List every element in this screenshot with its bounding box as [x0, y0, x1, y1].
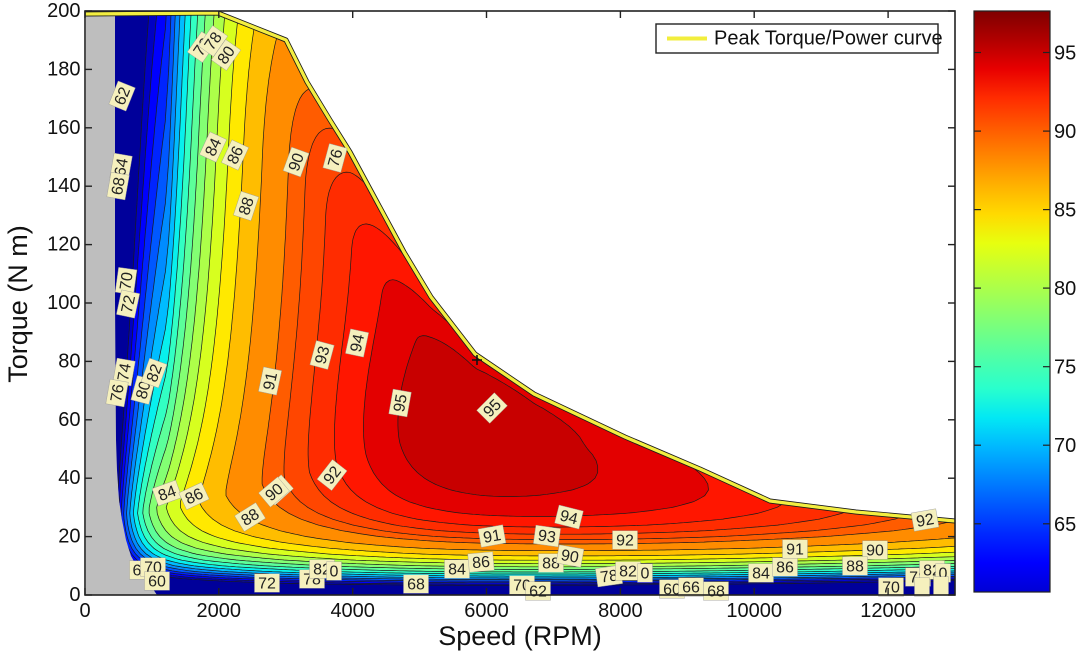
svg-text:100: 100: [47, 292, 80, 314]
svg-text:140: 140: [47, 175, 80, 197]
svg-text:91: 91: [261, 371, 281, 392]
svg-text:91: 91: [786, 542, 804, 559]
svg-text:86: 86: [183, 485, 206, 508]
svg-text:94: 94: [558, 508, 579, 529]
svg-text:84: 84: [156, 483, 179, 505]
svg-text:84: 84: [202, 136, 225, 159]
svg-text:68: 68: [109, 176, 129, 197]
svg-text:86: 86: [471, 554, 490, 572]
svg-text:75: 75: [1054, 357, 1076, 379]
svg-text:180: 180: [47, 58, 80, 80]
svg-text:66: 66: [682, 580, 700, 597]
svg-text:90: 90: [560, 547, 581, 567]
svg-text:20: 20: [58, 526, 80, 548]
svg-text:70: 70: [117, 271, 136, 291]
svg-text:Torque (N m): Torque (N m): [3, 225, 33, 383]
svg-text:6: 6: [133, 563, 142, 580]
svg-text:80: 80: [58, 350, 80, 372]
svg-text:72: 72: [258, 576, 276, 593]
svg-text:62: 62: [529, 584, 547, 601]
svg-text:0: 0: [641, 566, 650, 583]
svg-text:88: 88: [846, 559, 864, 576]
svg-text:82: 82: [144, 362, 166, 385]
svg-text:95: 95: [1054, 43, 1076, 65]
svg-text:64: 64: [112, 157, 132, 178]
svg-text:200: 200: [47, 0, 80, 22]
svg-text:8000: 8000: [598, 600, 643, 622]
svg-text:90: 90: [286, 151, 308, 174]
svg-text:0: 0: [330, 564, 339, 581]
svg-text:120: 120: [47, 234, 80, 256]
svg-text:92: 92: [915, 511, 936, 531]
svg-text:76: 76: [108, 383, 128, 404]
svg-text:70: 70: [882, 580, 900, 597]
svg-text:0: 0: [939, 566, 948, 583]
svg-text:90: 90: [866, 543, 884, 560]
svg-text:60: 60: [58, 409, 80, 431]
svg-text:40: 40: [58, 467, 80, 489]
svg-text:93: 93: [537, 527, 557, 546]
svg-text:94: 94: [348, 333, 368, 354]
svg-text:78: 78: [599, 567, 619, 586]
svg-text:Peak Torque/Power curve: Peak Torque/Power curve: [714, 28, 943, 50]
svg-text:88: 88: [238, 506, 262, 530]
svg-text:85: 85: [1054, 200, 1076, 222]
svg-text:90: 90: [1054, 121, 1076, 143]
svg-text:80: 80: [133, 379, 154, 401]
svg-text:88: 88: [236, 195, 258, 217]
svg-text:95: 95: [391, 393, 411, 414]
svg-text:92: 92: [616, 533, 634, 550]
svg-text:160: 160: [47, 117, 80, 139]
svg-text:93: 93: [312, 344, 333, 366]
svg-text:86: 86: [224, 144, 247, 167]
svg-text:76: 76: [325, 147, 346, 169]
svg-text:0: 0: [69, 584, 80, 606]
svg-text:68: 68: [407, 577, 425, 594]
svg-text:80: 80: [1054, 278, 1076, 300]
svg-text:82: 82: [619, 564, 637, 581]
svg-text:Speed (RPM): Speed (RPM): [438, 621, 602, 651]
svg-text:12000: 12000: [860, 600, 916, 622]
svg-text:88: 88: [542, 556, 560, 573]
svg-text:74: 74: [115, 362, 135, 383]
svg-text:0: 0: [79, 600, 90, 622]
svg-text:84: 84: [448, 562, 466, 579]
svg-text:6000: 6000: [464, 600, 509, 622]
svg-text:2000: 2000: [197, 600, 242, 622]
svg-text:68: 68: [707, 584, 725, 601]
svg-text:62: 62: [112, 85, 134, 108]
svg-text:60: 60: [148, 574, 166, 591]
svg-text:10000: 10000: [726, 600, 782, 622]
svg-text:4000: 4000: [330, 600, 375, 622]
svg-text:91: 91: [482, 527, 503, 547]
svg-text:86: 86: [776, 560, 794, 577]
svg-text:84: 84: [752, 566, 770, 583]
svg-text:70: 70: [1054, 435, 1076, 457]
svg-text:65: 65: [1054, 514, 1076, 536]
svg-text:72: 72: [119, 294, 139, 315]
